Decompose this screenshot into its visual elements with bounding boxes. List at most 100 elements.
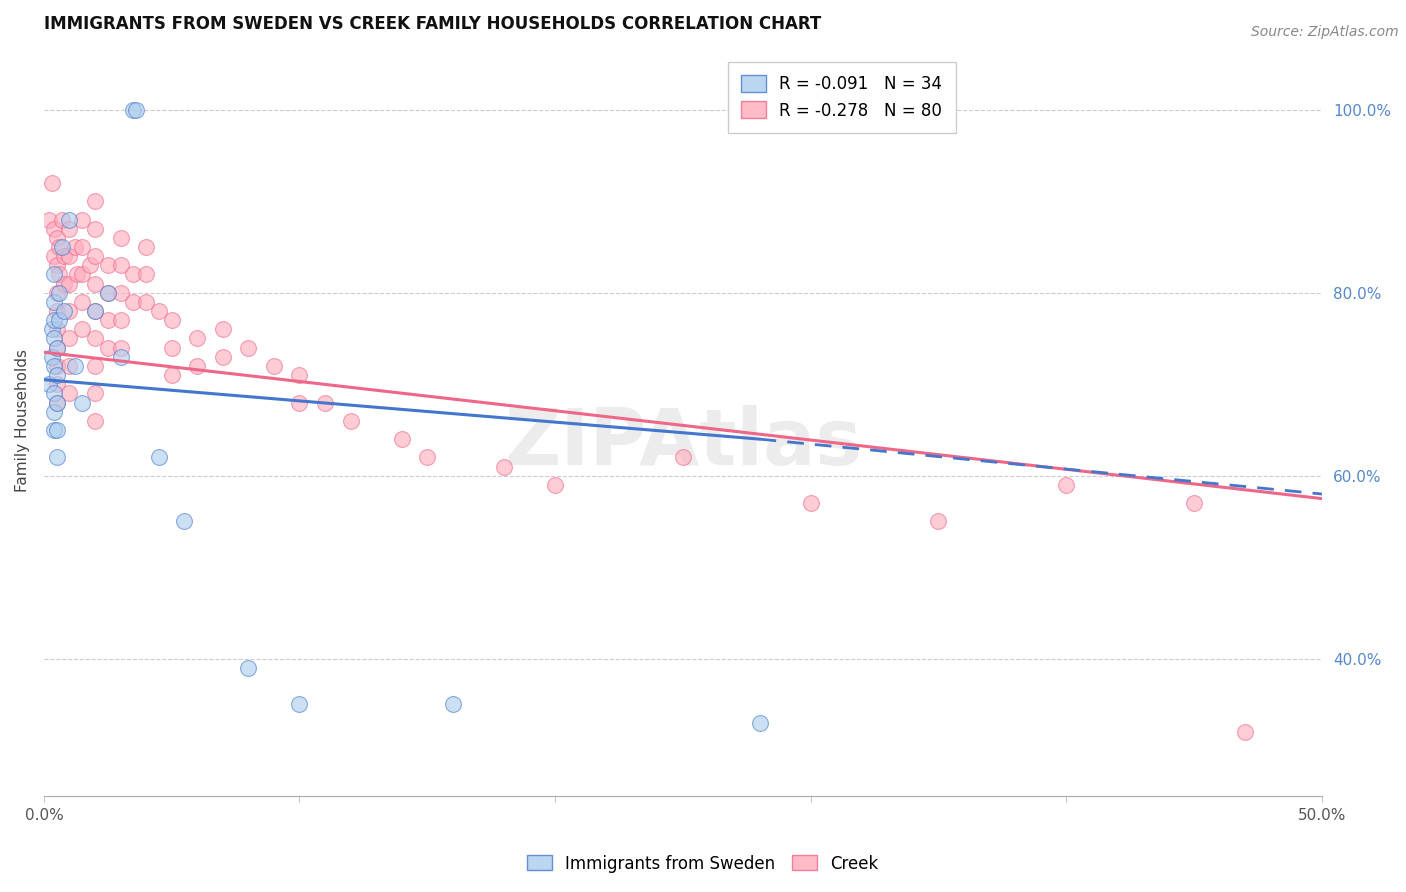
Point [41, 176, 63, 190]
Point [135, 240, 157, 254]
Point [63, 359, 86, 373]
Point [42, 294, 65, 309]
Point [97, 285, 120, 300]
Point [51, 240, 73, 254]
Point [748, 715, 770, 730]
Point [391, 432, 413, 446]
Legend: R = -0.091   N = 34, R = -0.278   N = 80: R = -0.091 N = 34, R = -0.278 N = 80 [728, 62, 956, 133]
Point [70, 212, 93, 227]
Point [1054, 478, 1077, 492]
Point [110, 350, 132, 364]
Point [84, 304, 107, 318]
Point [42, 268, 65, 282]
Point [211, 322, 233, 336]
Y-axis label: Family Households: Family Households [15, 350, 30, 492]
Point [84, 386, 107, 401]
Point [58, 249, 80, 263]
Point [122, 294, 145, 309]
Point [84, 414, 107, 428]
Point [84, 331, 107, 345]
Point [45, 341, 67, 355]
Point [339, 414, 361, 428]
Point [53, 304, 76, 318]
Point [84, 277, 107, 291]
Point [45, 450, 67, 465]
Point [42, 331, 65, 345]
Point [148, 450, 170, 465]
Point [48, 285, 70, 300]
Point [110, 258, 132, 272]
Point [66, 268, 89, 282]
Point [38, 212, 60, 227]
Point [58, 386, 80, 401]
Point [42, 359, 65, 373]
Text: ZIPAtlas: ZIPAtlas [505, 405, 862, 482]
Point [160, 341, 183, 355]
Text: IMMIGRANTS FROM SWEDEN VS CREEK FAMILY HOUSEHOLDS CORRELATION CHART: IMMIGRANTS FROM SWEDEN VS CREEK FAMILY H… [44, 15, 821, 33]
Point [42, 405, 65, 419]
Point [238, 341, 260, 355]
Point [45, 423, 67, 437]
Point [544, 478, 567, 492]
Point [263, 359, 285, 373]
Point [186, 359, 208, 373]
Point [84, 249, 107, 263]
Point [45, 395, 67, 409]
Point [122, 268, 145, 282]
Point [288, 395, 311, 409]
Point [45, 368, 67, 382]
Point [42, 386, 65, 401]
Point [45, 285, 67, 300]
Point [110, 313, 132, 327]
Point [42, 423, 65, 437]
Point [160, 313, 183, 327]
Point [186, 331, 208, 345]
Point [70, 322, 93, 336]
Point [84, 221, 107, 235]
Point [70, 395, 93, 409]
Point [84, 194, 107, 209]
Point [173, 515, 195, 529]
Point [288, 368, 311, 382]
Point [135, 294, 157, 309]
Point [70, 240, 93, 254]
Point [51, 212, 73, 227]
Point [70, 294, 93, 309]
Point [84, 359, 107, 373]
Point [97, 258, 120, 272]
Point [48, 240, 70, 254]
Point [125, 103, 148, 117]
Point [63, 240, 86, 254]
Point [97, 285, 120, 300]
Legend: Immigrants from Sweden, Creek: Immigrants from Sweden, Creek [520, 848, 886, 880]
Text: Source: ZipAtlas.com: Source: ZipAtlas.com [1251, 25, 1399, 39]
Point [45, 377, 67, 392]
Point [97, 313, 120, 327]
Point [58, 331, 80, 345]
Point [45, 395, 67, 409]
Point [148, 304, 170, 318]
Point [110, 341, 132, 355]
Point [58, 277, 80, 291]
Point [70, 268, 93, 282]
Point [441, 698, 464, 712]
Point [48, 268, 70, 282]
Point [79, 258, 101, 272]
Point [38, 377, 60, 392]
Point [58, 212, 80, 227]
Point [122, 103, 145, 117]
Point [58, 359, 80, 373]
Point [84, 304, 107, 318]
Point [45, 304, 67, 318]
Point [45, 359, 67, 373]
Point [160, 368, 183, 382]
Point [41, 322, 63, 336]
Point [288, 698, 311, 712]
Point [58, 304, 80, 318]
Point [45, 258, 67, 272]
Point [238, 661, 260, 675]
Point [53, 249, 76, 263]
Point [927, 515, 949, 529]
Point [48, 313, 70, 327]
Point [1182, 496, 1205, 510]
